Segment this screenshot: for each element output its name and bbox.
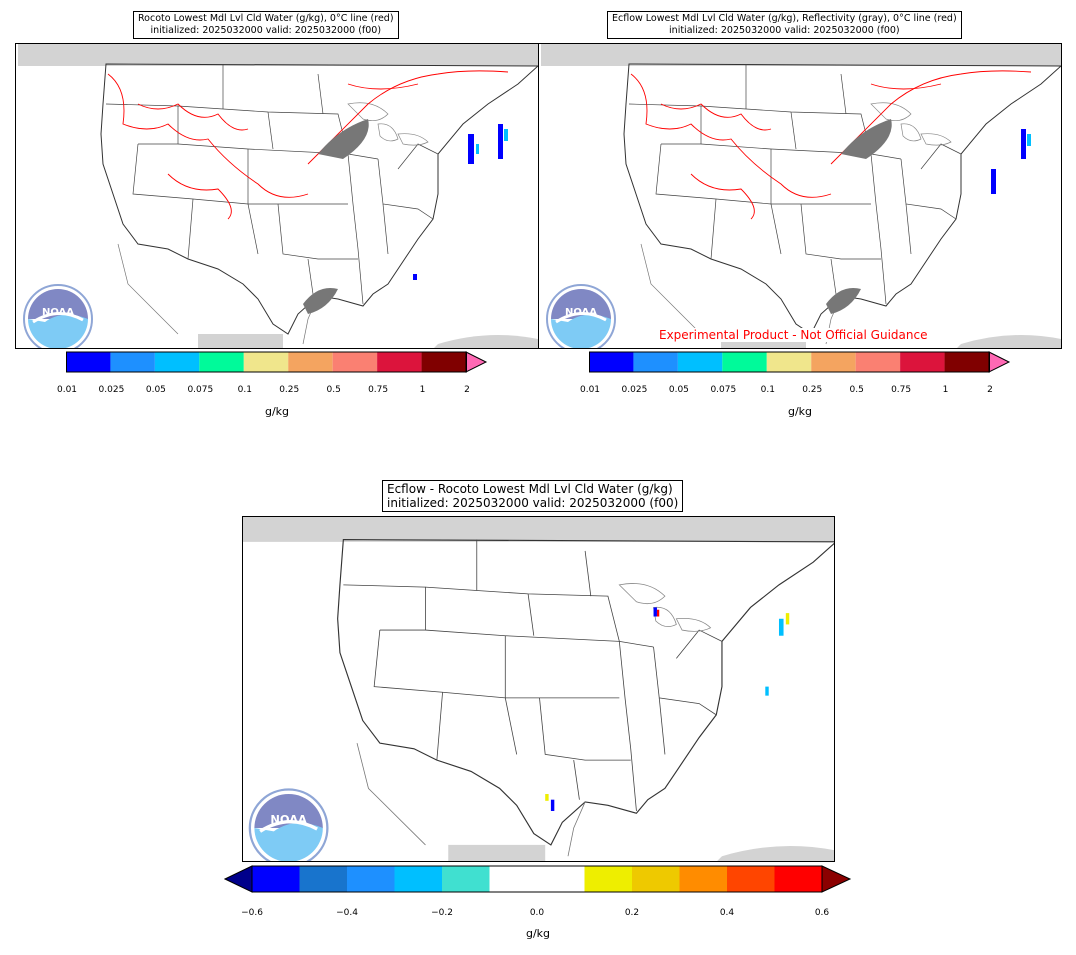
colorbar-bottom-cell: [394, 866, 442, 892]
colorbar-tick-label: 0.075: [187, 385, 214, 395]
colorbar-tick-label: 0.75: [891, 385, 912, 395]
colorbar-tick-label: 0.0: [529, 908, 545, 918]
colorbar-top-cell: [633, 352, 678, 372]
colorbar-bottom-cell: [442, 866, 490, 892]
colorbar-bottom-cell: [679, 866, 727, 892]
colorbar-bottom-cell: [252, 866, 300, 892]
colorbar-top-border: [66, 351, 467, 373]
colorbar-tick-label: 0.5: [326, 385, 341, 395]
colorbar-top-left: [66, 351, 488, 373]
panel3-title-line2: initialized: 2025032000 valid: 202503200…: [387, 496, 679, 510]
colorbar-tick-label: 0.25: [279, 385, 300, 395]
panel1-map: [15, 43, 539, 349]
colorbar-top-cell: [811, 352, 856, 372]
panel1-title-line1: Rocoto Lowest Mdl Lvl Cld Water (g/kg), …: [138, 13, 394, 24]
panel3-title-line1: Ecflow - Rocoto Lowest Mdl Lvl Cld Water…: [387, 482, 673, 496]
colorbar-bottom-cell: [584, 866, 632, 892]
panel2-title-line1: Ecflow Lowest Mdl Lvl Cld Water (g/kg), …: [612, 13, 957, 24]
colorbar-tick-label: 0.6: [814, 908, 830, 918]
colorbar-top-cell: [900, 352, 945, 372]
colorbar-top-border: [589, 351, 990, 373]
colorbar-tick-label: 1: [942, 385, 949, 395]
colorbar-tick-label: 0.01: [579, 385, 601, 395]
colorbar-tick-label: 0.05: [145, 385, 166, 395]
colorbar-top-cell: [243, 352, 289, 372]
colorbar-top-right: [589, 351, 1011, 373]
panel1-title: Rocoto Lowest Mdl Lvl Cld Water (g/kg), …: [133, 11, 399, 39]
colorbar-tick-label: 0.2: [624, 908, 640, 918]
panel3-title: Ecflow - Rocoto Lowest Mdl Lvl Cld Water…: [382, 480, 684, 512]
colorbar-top-cell: [288, 352, 333, 372]
colorbar-tick-label: 0.4: [719, 908, 735, 918]
colorbar-tick-label: 0.05: [668, 385, 689, 395]
panel2-title: Ecflow Lowest Mdl Lvl Cld Water (g/kg), …: [607, 11, 962, 39]
colorbar-bottom-cell: [727, 866, 775, 892]
colorbar-top-left-label: g/kg: [264, 405, 290, 418]
colorbar-bottom-cell: [299, 866, 347, 892]
colorbar-top-right-label: g/kg: [787, 405, 813, 418]
colorbar-tick-label: 0.75: [368, 385, 389, 395]
colorbar-top-cell: [766, 352, 812, 372]
colorbar-bottom-cell: [774, 866, 822, 892]
colorbar-top-extend: [988, 351, 1011, 373]
colorbar-tick-label: 0.01: [56, 385, 78, 395]
colorbar-bottom-label: g/kg: [525, 927, 551, 940]
colorbar-tick-label: 0.025: [98, 385, 125, 395]
colorbar-tick-label: 0.025: [621, 385, 648, 395]
colorbar-tick-label: 2: [464, 385, 470, 395]
colorbar-top-cell: [677, 352, 723, 372]
colorbar-tick-label: 0.1: [237, 385, 252, 395]
panel1-title-line2: initialized: 2025032000 valid: 202503200…: [150, 25, 382, 36]
colorbar-bottom-border: [251, 865, 823, 893]
colorbar-top-cell: [589, 352, 634, 372]
colorbar-tick-label: 0.25: [802, 385, 823, 395]
colorbar-tick-label: 1: [419, 385, 426, 395]
colorbar-top-cell: [421, 352, 466, 372]
colorbar-tick-label: 2: [987, 385, 993, 395]
colorbar-top-cell: [944, 352, 989, 372]
colorbar-bottom-cell: [632, 866, 680, 892]
colorbar-top-cell: [110, 352, 155, 372]
colorbar-bottom-extend-low: [223, 865, 253, 893]
panel3-map: [242, 516, 835, 862]
panel2-title-line2: initialized: 2025032000 valid: 202503200…: [669, 25, 900, 36]
colorbar-top-cell: [722, 352, 767, 372]
colorbar-tick-label: 0.1: [760, 385, 775, 395]
colorbar-top-cell: [332, 352, 378, 372]
colorbar-top-extend: [465, 351, 488, 373]
colorbar-bottom: [223, 865, 854, 895]
colorbar-top-cell: [66, 352, 111, 372]
colorbar-top-cell: [377, 352, 422, 372]
panel2-map: [538, 43, 1062, 349]
colorbar-tick-label: 0.075: [710, 385, 737, 395]
colorbar-tick-label: −0.4: [336, 908, 358, 918]
experimental-product-notice: Experimental Product - Not Official Guid…: [657, 328, 930, 342]
colorbar-tick-label: 0.5: [849, 385, 864, 395]
colorbar-bottom-cell: [347, 866, 395, 892]
colorbar-top-cell: [199, 352, 244, 372]
colorbar-tick-label: −0.2: [431, 908, 453, 918]
colorbar-bottom-cell: [489, 866, 537, 892]
colorbar-top-cell: [855, 352, 901, 372]
colorbar-top-cell: [154, 352, 200, 372]
colorbar-bottom-cell: [537, 866, 585, 892]
colorbar-tick-label: −0.6: [241, 908, 263, 918]
colorbar-bottom-extend-high: [821, 865, 852, 893]
